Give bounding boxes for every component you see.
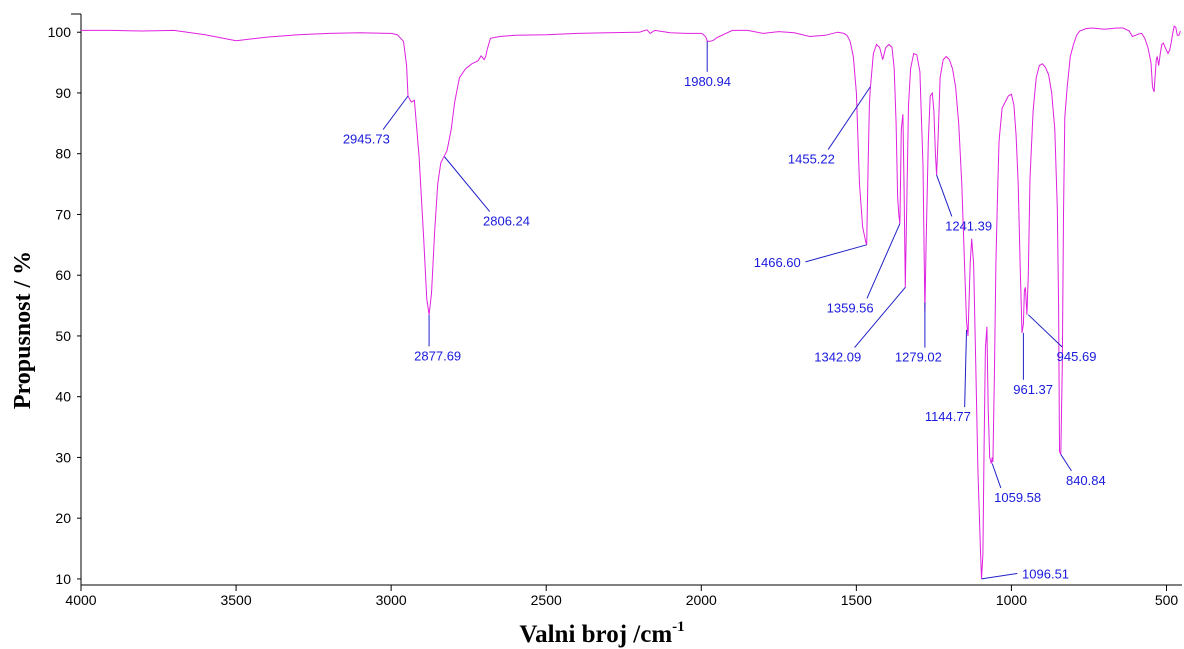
peak-label: 1059.58 — [994, 490, 1041, 505]
peak-annotation: 1980.94 — [684, 41, 731, 89]
peak-label: 2806.24 — [483, 214, 530, 229]
peak-annotation: 1241.39 — [936, 174, 992, 233]
y-tick-label: 100 — [48, 24, 72, 40]
peak-annotation: 1144.77 — [925, 329, 971, 424]
y-tick-label: 10 — [55, 571, 71, 587]
peak-label: 2877.69 — [414, 348, 461, 363]
peak-annotation: 1359.56 — [827, 223, 901, 315]
y-tick-label: 70 — [55, 206, 71, 222]
y-tick-label: 80 — [55, 146, 71, 162]
x-tick-label: 3000 — [376, 592, 407, 608]
peak-leader-line — [854, 287, 906, 348]
x-tick-label: 1500 — [841, 592, 872, 608]
x-tick-label: 4000 — [65, 592, 96, 608]
peak-leader-line — [991, 463, 1002, 489]
peak-annotation: 1455.22 — [788, 86, 871, 167]
x-axis-title-superscript: -1 — [672, 619, 685, 635]
peak-annotation: 961.37 — [1013, 332, 1053, 397]
peak-leader-line — [866, 223, 901, 299]
peak-label: 1359.56 — [827, 300, 874, 315]
peak-label: 1241.39 — [945, 218, 992, 233]
x-axis-ticks: 4000 3500 3000 2500 2000 1500 1000 500 — [65, 585, 1178, 608]
peak-label: 1096.51 — [1022, 566, 1069, 581]
peak-label: 1342.09 — [814, 350, 861, 365]
peak-leader-line — [444, 156, 491, 212]
peak-annotation: 2877.69 — [414, 314, 461, 363]
peak-annotation: 2945.73 — [343, 95, 409, 147]
y-tick-label: 50 — [55, 328, 71, 344]
peak-label: 2945.73 — [343, 132, 390, 147]
peak-label: 840.84 — [1066, 473, 1106, 488]
y-tick-label: 90 — [55, 85, 71, 101]
y-tick-label: 20 — [55, 510, 71, 526]
peak-leader-line — [1060, 454, 1072, 472]
x-tick-label: 500 — [1155, 592, 1179, 608]
x-tick-label: 2500 — [531, 592, 562, 608]
y-tick-label: 40 — [55, 389, 71, 405]
peak-leader-line — [1027, 314, 1063, 348]
x-tick-label: 2000 — [686, 592, 717, 608]
peak-annotation: 2806.24 — [444, 156, 530, 229]
peak-label: 945.69 — [1057, 349, 1097, 364]
peak-leader-line — [936, 174, 953, 217]
peak-label: 1980.94 — [684, 74, 731, 89]
peak-leader-line — [964, 329, 968, 408]
peak-label: 961.37 — [1013, 382, 1053, 397]
y-axis-ticks: 10 20 30 40 50 60 70 80 90 100 — [48, 24, 81, 587]
x-tick-label: 1000 — [996, 592, 1027, 608]
peak-labels: 2945.73 2806.24 2877.69 1980.94 1455.22 1466.… — [343, 41, 1106, 581]
spectrum-line — [81, 25, 1181, 579]
peak-annotation: 945.69 — [1027, 314, 1097, 364]
peak-annotation: 1466.60 — [754, 244, 867, 270]
peak-leader-line — [382, 95, 409, 130]
plot-area: 10 20 30 40 50 60 70 80 90 100 4000 3500 3000 2500 20… — [48, 13, 1182, 608]
y-axis-title: Propusnost / % — [10, 251, 36, 409]
y-tick-label: 30 — [55, 449, 71, 465]
peak-annotation: 840.84 — [1060, 454, 1106, 488]
peak-annotation: 1342.09 — [814, 287, 906, 365]
peak-leader-line — [827, 86, 871, 150]
peak-label: 1466.60 — [754, 255, 801, 270]
peak-annotation: 1279.02 — [895, 302, 942, 365]
x-axis-title: Valni broj /cm-1 — [519, 619, 684, 648]
y-tick-label: 60 — [55, 267, 71, 283]
peak-label: 1279.02 — [895, 350, 942, 365]
peak-label: 1144.77 — [925, 409, 971, 424]
peak-leader-line — [981, 572, 1018, 580]
x-axis-title-text: Valni broj /cm — [519, 621, 672, 648]
x-tick-label: 3500 — [220, 592, 251, 608]
peak-leader-line — [805, 244, 867, 263]
peak-annotation: 1059.58 — [991, 463, 1041, 505]
peak-label: 1455.22 — [788, 152, 835, 167]
peak-annotation: 1096.51 — [981, 566, 1069, 581]
